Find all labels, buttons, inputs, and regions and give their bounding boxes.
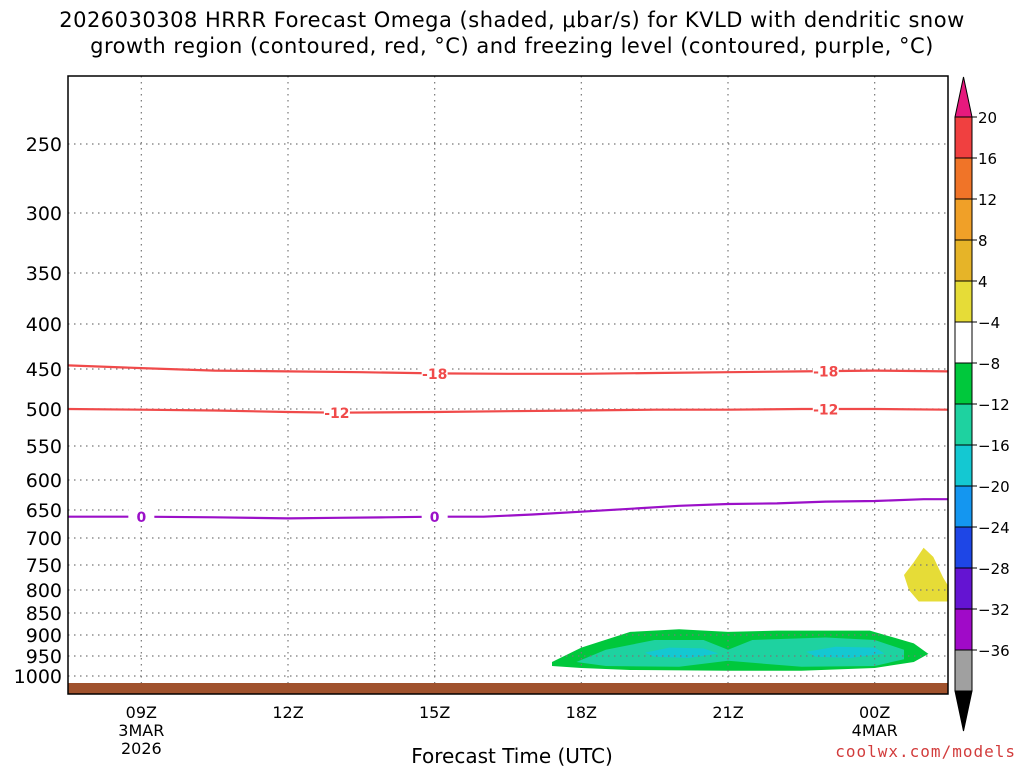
colorbar-label: 4: [978, 273, 988, 291]
colorbar-label: −20: [978, 478, 1010, 496]
y-tick-label: 750: [26, 555, 62, 577]
colorbar-label: −16: [978, 437, 1010, 455]
contour-label: -18: [813, 365, 838, 381]
colorbar-swatch: [954, 239, 973, 282]
y-tick-label: 700: [26, 528, 62, 550]
y-tick-label: 850: [26, 603, 62, 625]
colorbar-swatch: [954, 157, 973, 200]
x-axis-title: Forecast Time (UTC): [411, 744, 613, 768]
y-tick-label: 500: [26, 399, 62, 421]
colorbar-label: −4: [978, 314, 1000, 332]
colorbar-label: 20: [978, 109, 997, 127]
contour-label-bg: [421, 365, 448, 382]
colorbar-swatch: [954, 444, 973, 487]
colorbar-label: 8: [978, 232, 988, 250]
colorbar-label: −32: [978, 601, 1010, 619]
colorbar-swatch: [954, 321, 973, 364]
x-tick-label: 09Z: [126, 703, 157, 722]
chart-title-line-2: growth region (contoured, red, °C) and f…: [90, 34, 934, 58]
x-tick-sublabel: 4MAR: [852, 721, 898, 740]
x-tick-label: 15Z: [419, 703, 450, 722]
colorbar-swatch: [954, 567, 973, 610]
colorbar-swatch: [954, 280, 973, 323]
terrain-ground: [68, 683, 948, 694]
colorbar-swatch: [954, 485, 973, 528]
x-tick-label: 18Z: [566, 703, 597, 722]
y-tick-label: 550: [26, 436, 62, 458]
y-tick-label: 900: [26, 625, 62, 647]
y-tick-label: 650: [26, 500, 62, 522]
colorbar-label: −12: [978, 396, 1010, 414]
omega-shade-1: [576, 637, 904, 667]
x-tick-label: 00Z: [859, 703, 890, 722]
colorbar-label: 16: [978, 150, 997, 168]
x-tick-label: 12Z: [272, 703, 303, 722]
colorbar-swatch: [954, 362, 973, 405]
colorbar-label: 12: [978, 191, 997, 209]
contour-label-bg: [812, 401, 839, 417]
colorbar-top-extend: [954, 76, 973, 118]
contour-label: -12: [813, 403, 838, 419]
contour-label: 0: [430, 510, 440, 526]
plot-frame: [67, 75, 949, 695]
y-tick-label: 950: [26, 646, 62, 668]
x-tick-label: 21Z: [712, 703, 743, 722]
colorbar-bottom-extend: [954, 690, 973, 732]
chart-title-line-1: 2026030308 HRRR Forecast Omega (shaded, …: [59, 8, 965, 32]
contour-line-0: [68, 364, 948, 375]
colorbar-label: −36: [978, 642, 1010, 660]
colorbar-swatch: [954, 608, 973, 651]
y-tick-label: 800: [26, 580, 62, 602]
y-tick-label: 450: [26, 359, 62, 381]
contour-label-bg: [421, 508, 448, 525]
contour-label-bg: [128, 508, 155, 525]
y-tick-label: 350: [26, 263, 62, 285]
x-tick-sublabel: 3MAR: [118, 721, 164, 740]
contour-label-bg: [323, 404, 350, 421]
colorbar-label: −24: [978, 519, 1010, 537]
colorbar-swatch: [954, 649, 973, 692]
colorbar-swatch: [954, 526, 973, 569]
contour-label-bg: [812, 363, 839, 380]
credit-text[interactable]: coolwx.com/models: [835, 742, 1016, 761]
omega-shade-3: [806, 646, 885, 658]
contour-label: 0: [136, 510, 146, 526]
y-tick-label: 600: [26, 470, 62, 492]
y-tick-label: 250: [26, 134, 62, 156]
contour-label: -18: [422, 367, 447, 383]
colorbar-label: −28: [978, 560, 1010, 578]
y-tick-label: 400: [26, 314, 62, 336]
colorbar-label: −8: [978, 355, 1000, 373]
omega-shade-4: [904, 547, 948, 602]
contour-line-1: [68, 407, 948, 414]
x-tick-sublabel: 2026: [121, 739, 162, 758]
contour-label: -12: [324, 406, 349, 422]
contour-line-2: [68, 498, 948, 520]
colorbar-swatch: [954, 403, 973, 446]
colorbar-swatch: [954, 116, 973, 159]
colorbar-swatch: [954, 198, 973, 241]
y-tick-label: 300: [26, 203, 62, 225]
y-tick-label: 1000: [14, 666, 62, 688]
